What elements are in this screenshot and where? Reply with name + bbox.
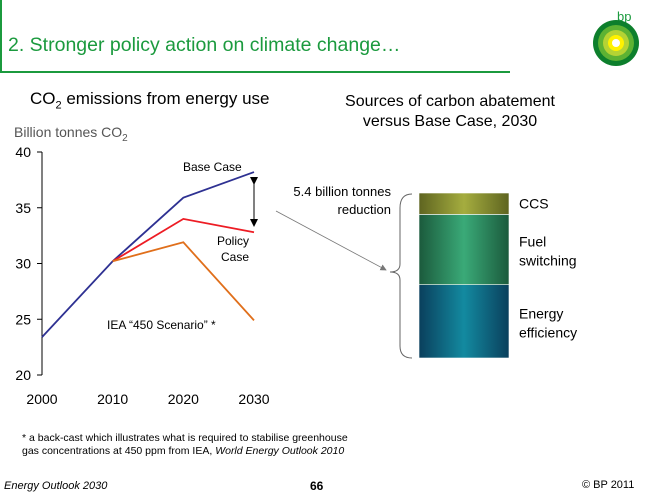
segment-label-line1: Fuel [519, 234, 546, 250]
y-tick-label: 20 [15, 367, 31, 383]
abatement-brace [389, 193, 413, 359]
footer-page-number: 66 [310, 479, 324, 493]
abatement-stacked-bar [418, 192, 510, 359]
x-axis-ticks: 2000 2010 2020 2030 [26, 391, 269, 407]
left-title-co: CO [30, 89, 56, 108]
segment-label-line2: switching [519, 253, 577, 269]
footnote-line2: gas concentrations at 450 ppm from IEA, … [22, 445, 442, 458]
bp-wordmark: bp [617, 9, 632, 24]
base-case-label: Base Case [183, 160, 242, 174]
segment-label-line1: Energy [519, 305, 563, 321]
series-layer [41, 171, 255, 338]
title-rule [0, 71, 510, 73]
footnote-line2-italic: World Energy Outlook 2010 [215, 445, 345, 457]
policy-case-label-line1: Policy [217, 234, 249, 248]
footer-publication: Energy Outlook 2030 [4, 480, 108, 492]
units-sub: 2 [122, 132, 128, 144]
reduction-label-line1: 5.4 billion tonnes [293, 184, 391, 199]
left-title-sub: 2 [55, 99, 62, 112]
footnote-line2-plain: gas concentrations at 450 ppm from IEA, [22, 445, 216, 457]
stack-segment-2 [418, 192, 510, 215]
y-tick-label: 30 [15, 256, 31, 272]
units-main: Billion tonnes CO [14, 124, 123, 140]
segment-label-line2: efficiency [519, 324, 577, 340]
x-tick-label: 2000 [26, 391, 57, 407]
left-chart-title: CO2 emissions from energy use [30, 89, 270, 111]
right-chart-title: Sources of carbon abatement versus Base … [300, 92, 600, 132]
footer-copyright: © BP 2011 [582, 479, 635, 491]
stack-segment-1 [418, 214, 510, 285]
abatement-segment-labels: Energy efficiency Fuel switching CCS [519, 196, 577, 341]
series-line-2 [112, 241, 255, 321]
right-title-line1: Sources of carbon abatement [345, 93, 555, 110]
x-tick-label: 2010 [97, 391, 128, 407]
title-left-rule [0, 0, 2, 73]
y-tick-label: 25 [15, 311, 31, 327]
y-axis-ticks: 20 25 30 35 40 [15, 144, 42, 383]
left-title-rest: emissions from energy use [61, 89, 270, 108]
policy-case-label-line2: Case [221, 250, 249, 264]
y-tick-label: 35 [15, 200, 31, 216]
abatement-link-arrow [275, 210, 387, 271]
logo-petals [593, 20, 639, 66]
slide-title: 2. Stronger policy action on climate cha… [8, 34, 401, 56]
y-tick-label: 40 [15, 144, 31, 160]
right-title-line2: versus Base Case, 2030 [362, 113, 538, 130]
y-axis-units: Billion tonnes CO2 [14, 124, 128, 144]
bp-helios-logo [593, 20, 639, 66]
footnote-line1: * a back-cast which illustrates what is … [22, 432, 348, 444]
x-tick-label: 2030 [238, 391, 269, 407]
series-line-0 [41, 171, 255, 338]
stack-segment-0 [418, 284, 510, 359]
reduction-label-line2: reduction [338, 202, 391, 217]
segment-label: CCS [519, 196, 549, 212]
x-tick-label: 2020 [168, 391, 199, 407]
series-line-1 [112, 217, 255, 263]
iea-scenario-label: IEA “450 Scenario” * [107, 318, 216, 332]
footnote: * a back-cast which illustrates what is … [22, 432, 442, 458]
